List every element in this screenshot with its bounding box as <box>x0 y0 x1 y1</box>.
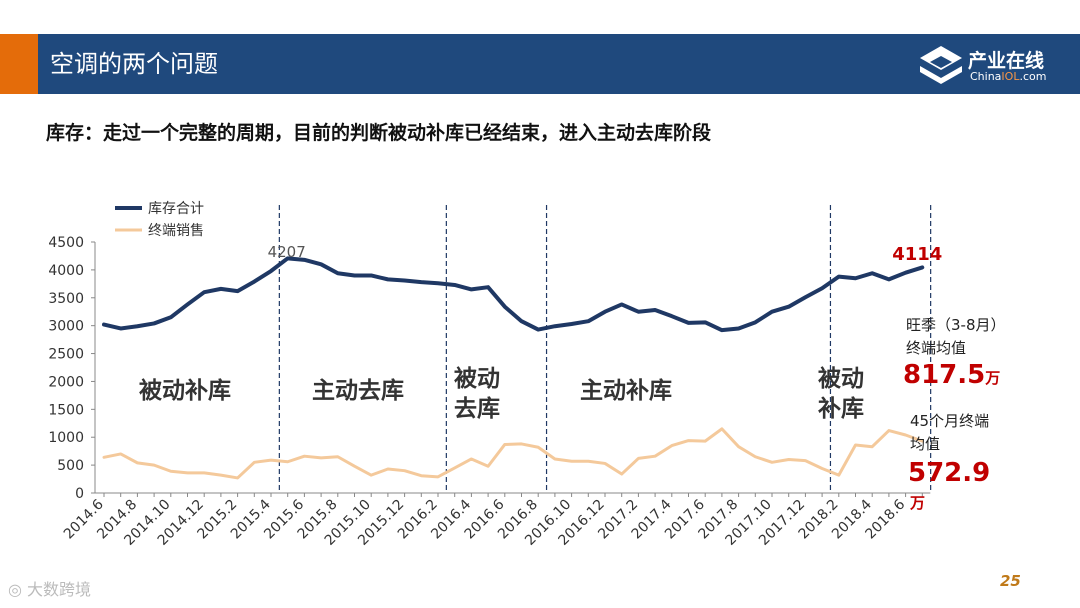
peak-season-label: 旺季（3-8月）终端均值 <box>906 316 1006 357</box>
watermark: ◎ 大数跨境 <box>8 580 92 599</box>
phase-label: 补库 <box>818 396 864 422</box>
y-tick-label: 0 <box>75 486 84 502</box>
average-unit: 万 <box>910 494 926 512</box>
y-tick-label: 4500 <box>48 235 84 251</box>
header-accent <box>0 34 38 94</box>
slide-subtitle: 库存：走过一个完整的周期，目前的判断被动补库已经结束，进入主动去库阶段 <box>46 122 712 144</box>
page-title: 空调的两个问题 <box>50 50 218 78</box>
average-label: 45个月终端均值 <box>910 412 990 453</box>
phase-label: 主动补库 <box>580 378 672 404</box>
y-tick-label: 1000 <box>48 430 84 446</box>
peak-season-value: 817.5万 <box>903 360 1000 390</box>
legend-label: 终端销售 <box>148 223 204 239</box>
brand-name: 产业在线 <box>968 50 1045 72</box>
sales-line <box>102 427 924 480</box>
phase-label: 主动去库 <box>312 378 404 404</box>
average-value: 572.9 <box>908 458 991 488</box>
peak-annotation: 4207 <box>268 243 306 261</box>
brand-url: ChinaIOL.com <box>970 70 1047 83</box>
y-tick-label: 500 <box>57 458 84 474</box>
logo-icon <box>920 46 962 84</box>
y-tick-label: 3000 <box>48 319 84 335</box>
phase-label: 去库 <box>454 396 500 422</box>
y-tick-label: 2000 <box>48 374 84 390</box>
legend-label: 库存合计 <box>148 201 204 217</box>
phase-label: 被动 <box>818 366 864 392</box>
peak-value-unit: 万 <box>985 369 1001 387</box>
phase-label: 被动 <box>454 366 500 392</box>
peak-value-number: 817.5 <box>903 360 986 390</box>
page-number: 25 <box>1000 572 1021 590</box>
header-bar <box>0 34 1080 94</box>
y-tick-label: 2500 <box>48 347 84 363</box>
latest-annotation: 4114 <box>892 244 942 265</box>
phase-label: 被动补库 <box>139 378 231 404</box>
y-tick-label: 1500 <box>48 402 84 418</box>
y-tick-label: 4000 <box>48 263 84 279</box>
brand-logo: 产业在线 ChinaIOL.com <box>918 44 1068 86</box>
y-tick-label: 3500 <box>48 291 84 307</box>
inventory-line <box>102 256 925 333</box>
